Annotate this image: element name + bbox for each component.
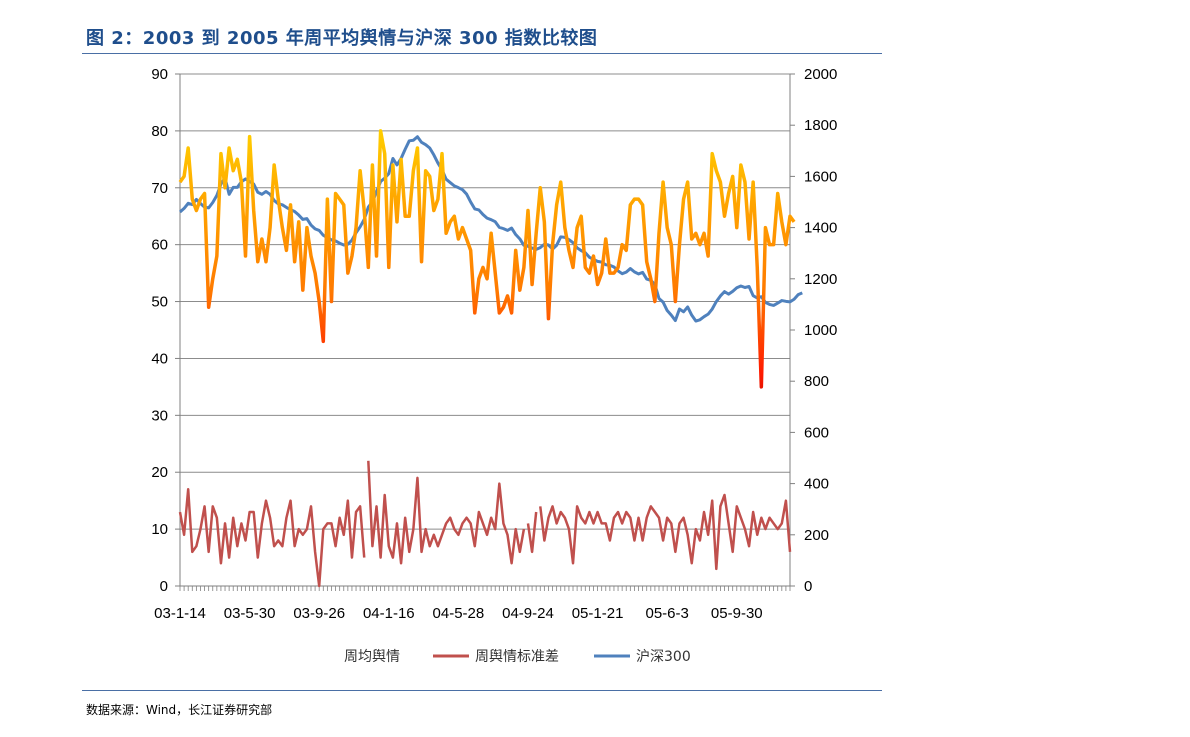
y-left-tick-label: 0 — [160, 578, 168, 595]
y-right-tick-label: 1000 — [804, 322, 837, 339]
x-axis-ticks: 03-1-14 03-5-30 03-9-26 04-1-16 04-5-28 04-9-… — [154, 586, 791, 622]
y-left-tick-label: 10 — [151, 521, 168, 538]
y-right-tick-label: 1800 — [804, 117, 837, 134]
grid-lines — [180, 73, 790, 530]
y-right-tick-label: 1600 — [804, 168, 837, 185]
y-left-tick-label: 90 — [151, 66, 168, 83]
y-left-tick-label: 30 — [151, 407, 168, 424]
y-axis-left-ticks: 0 10 20 30 40 50 60 70 80 90 — [151, 66, 180, 595]
y-left-tick-label: 20 — [151, 464, 168, 481]
y-left-tick-label: 60 — [151, 237, 168, 254]
series-std-line — [180, 461, 794, 586]
x-tick-label: 04-1-16 — [363, 605, 415, 622]
y-right-tick-label: 1400 — [804, 220, 837, 237]
series-mean-line — [178, 129, 796, 389]
page-title: 图 2：2003 到 2005 年周平均舆情与沪深 300 指数比较图 — [86, 28, 598, 49]
y-right-tick-label: 0 — [804, 578, 812, 595]
x-tick-label: 03-1-14 — [154, 605, 206, 622]
legend: 周均舆情 周舆情标准差 沪深300 — [302, 649, 691, 665]
y-right-tick-label: 200 — [804, 527, 829, 544]
y-axis-right-ticks: 0 200 400 600 800 1000 1200 1400 1600 1800 2000 — [790, 66, 837, 595]
x-tick-label: 05-6-3 — [646, 605, 689, 622]
x-tick-label: 05-9-30 — [711, 605, 763, 622]
legend-label-mean: 周均舆情 — [344, 649, 400, 665]
x-tick-label: 05-1-21 — [572, 605, 624, 622]
x-tick-label: 03-9-26 — [293, 605, 345, 622]
legend-label-index: 沪深300 — [636, 649, 691, 665]
bottom-rule — [82, 690, 882, 691]
x-tick-label: 04-9-24 — [502, 605, 554, 622]
y-left-tick-label: 70 — [151, 180, 168, 197]
series-layer — [178, 129, 803, 586]
y-left-tick-label: 50 — [151, 294, 168, 311]
x-tick-label: 03-5-30 — [224, 605, 276, 622]
y-right-tick-label: 400 — [804, 476, 829, 493]
x-tick-label: 04-5-28 — [433, 605, 485, 622]
y-right-tick-label: 2000 — [804, 66, 837, 83]
axes — [179, 74, 791, 587]
y-right-tick-label: 600 — [804, 424, 829, 441]
legend-label-std: 周舆情标准差 — [475, 649, 559, 665]
y-right-tick-label: 800 — [804, 373, 829, 390]
series-index-line — [179, 135, 803, 323]
y-right-tick-label: 1200 — [804, 271, 837, 288]
source-note: 数据来源：Wind，长江证券研究部 — [86, 703, 273, 717]
y-left-tick-label: 80 — [151, 123, 168, 140]
y-left-tick-label: 40 — [151, 350, 168, 367]
top-rule — [82, 53, 882, 54]
